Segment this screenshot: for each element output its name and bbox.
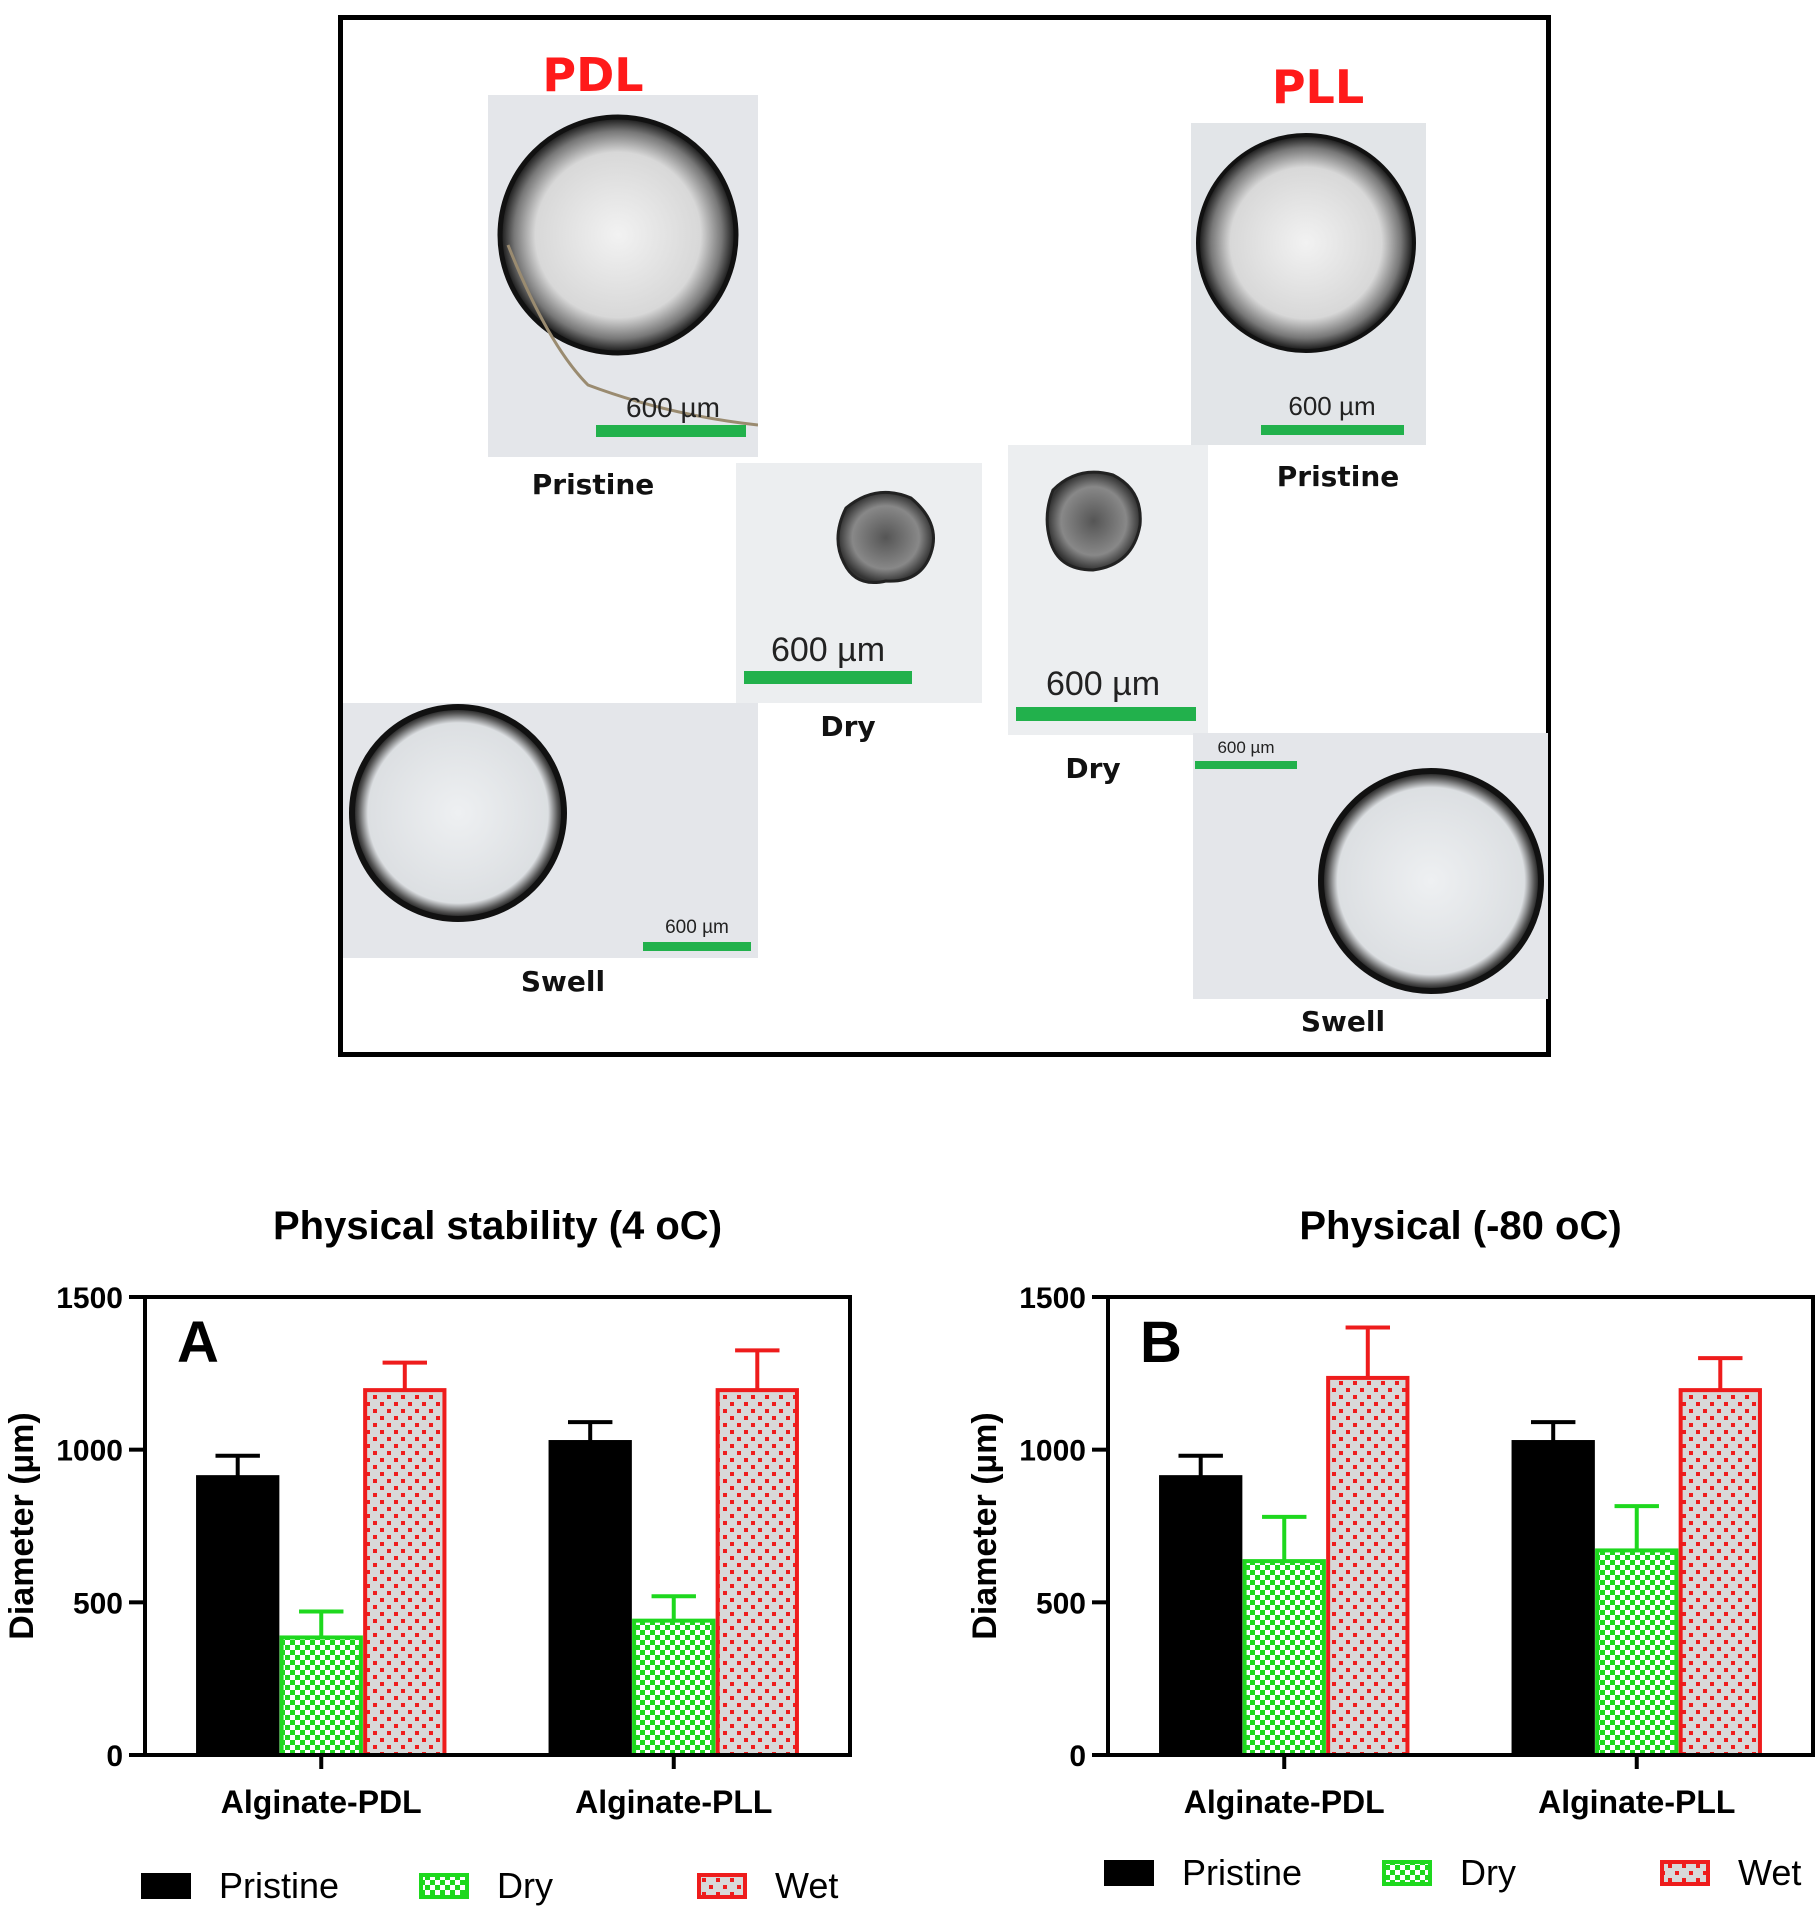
y-axis-label: Diameter (µm): [966, 1412, 1004, 1639]
caption-pdl-swell: Swell: [520, 965, 606, 998]
scale-label: 600 µm: [771, 631, 885, 669]
group-heading-pdl: PDL: [542, 48, 644, 102]
caption-pdl-pristine: Pristine: [531, 468, 655, 501]
micrograph-pdl-dry: 600 µm: [736, 463, 982, 703]
category-label: Alginate-PLL: [575, 1784, 772, 1820]
micrograph-panel: PDL PLL 600 µm Pristine: [338, 15, 1551, 1057]
chart-title: Physical (-80 oC): [1299, 1204, 1621, 1248]
bar-wet-1: [715, 1388, 799, 1758]
bar-wet-1: [1678, 1388, 1762, 1758]
plot-frame: [143, 1295, 852, 1757]
micrograph-image: 600 µm: [1008, 445, 1208, 735]
bar-dry-0: [1242, 1559, 1326, 1757]
y-tick-label: 1000: [1019, 1435, 1086, 1468]
y-tick-label: 1500: [1019, 1282, 1086, 1315]
y-tick-label: 1500: [56, 1282, 123, 1315]
scale-bar: [744, 671, 912, 684]
legend-swatch-dry: [1382, 1860, 1432, 1886]
plot-frame: [1106, 1295, 1815, 1757]
scale-label: 600 µm: [626, 392, 720, 423]
panel-letter: A: [177, 1310, 219, 1375]
legend-label-wet: Wet: [775, 1865, 838, 1906]
scale-bar: [1195, 761, 1297, 769]
legend-swatch-wet: [1660, 1860, 1710, 1886]
y-tick-label: 500: [73, 1587, 123, 1620]
legend-label-dry: Dry: [1460, 1852, 1516, 1893]
bar-dry-1: [632, 1618, 716, 1757]
micrograph-pll-dry: 600 µm: [1008, 445, 1208, 735]
caption-pll-dry: Dry: [1065, 752, 1121, 785]
caption-pdl-dry: Dry: [820, 710, 876, 743]
bar-pristine-0: [1159, 1475, 1243, 1757]
scale-label: 600 µm: [1217, 738, 1274, 757]
micrograph-pll-pristine: 600 µm: [1191, 123, 1426, 445]
scale-label: 600 µm: [1046, 665, 1160, 703]
bar-wet-0: [1326, 1375, 1410, 1757]
bar-chart-b: Physical (-80 oC) B Diameter (µm) 0 500 1000 1…: [966, 1204, 1815, 1893]
panel-letter: B: [1140, 1310, 1182, 1375]
micrograph-pdl-swell: 600 µm: [343, 703, 758, 958]
bar-chart-a: Physical stability (4 oC) A Diameter (µm) 0…: [3, 1204, 852, 1906]
bar-wet-0: [363, 1388, 447, 1758]
legend-swatch-pristine: [141, 1873, 191, 1899]
micrograph-image: 600 µm: [1193, 733, 1548, 999]
micrograph-image: 600 µm: [343, 703, 758, 958]
legend-swatch-wet: [697, 1873, 747, 1899]
bar-pristine-1: [1511, 1440, 1595, 1757]
scale-label: 600 µm: [665, 917, 729, 938]
scale-label: 600 µm: [1288, 391, 1375, 421]
scale-bar: [1261, 425, 1404, 435]
legend-label-wet: Wet: [1738, 1852, 1801, 1893]
scale-bar: [643, 942, 751, 951]
bar-dry-1: [1595, 1548, 1679, 1757]
category-label: Alginate-PDL: [221, 1784, 422, 1820]
caption-pll-pristine: Pristine: [1276, 460, 1400, 493]
chart-title: Physical stability (4 oC): [273, 1204, 722, 1248]
bar-pristine-0: [196, 1475, 280, 1757]
legend-swatch-pristine: [1104, 1860, 1154, 1886]
caption-pll-swell: Swell: [1300, 1005, 1386, 1038]
y-tick-label: 0: [1069, 1740, 1086, 1773]
scale-bar: [596, 425, 746, 437]
legend-label-pristine: Pristine: [1182, 1852, 1302, 1893]
category-label: Alginate-PLL: [1538, 1784, 1735, 1820]
legend-swatch-dry: [419, 1873, 469, 1899]
micrograph-pll-swell: 600 µm: [1193, 733, 1548, 999]
micrograph-image: 600 µm: [488, 95, 758, 457]
scale-bar: [1016, 707, 1196, 721]
y-tick-label: 500: [1036, 1587, 1086, 1620]
category-label: Alginate-PDL: [1184, 1784, 1385, 1820]
bar-dry-0: [279, 1635, 363, 1757]
y-tick-label: 0: [106, 1740, 123, 1773]
micrograph-image: 600 µm: [1191, 123, 1426, 445]
bar-pristine-1: [548, 1440, 632, 1757]
legend-label-pristine: Pristine: [219, 1865, 339, 1906]
y-axis-label: Diameter (µm): [3, 1412, 41, 1639]
micrograph-image: 600 µm: [736, 463, 982, 703]
legend-label-dry: Dry: [497, 1865, 553, 1906]
y-tick-label: 1000: [56, 1435, 123, 1468]
group-heading-pll: PLL: [1271, 60, 1365, 114]
micrograph-pdl-pristine: 600 µm: [488, 95, 758, 457]
